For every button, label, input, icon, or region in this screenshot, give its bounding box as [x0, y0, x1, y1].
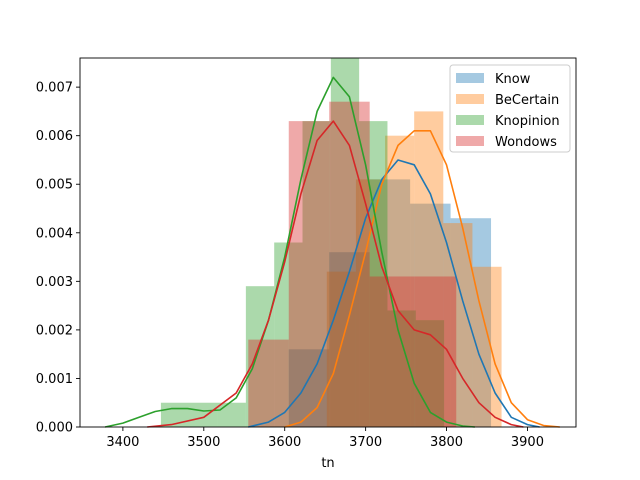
becertain-histogram-bar: [385, 135, 415, 427]
x-tick-label: 3900: [511, 435, 544, 450]
wondows-histogram-bar: [414, 276, 457, 427]
y-tick-label: 0.007: [36, 81, 73, 96]
becertain-histogram-bar: [414, 111, 444, 427]
know-histogram-bar: [329, 252, 370, 427]
x-tick-label: 3700: [349, 435, 382, 450]
becertain-histogram-bar: [443, 223, 473, 427]
becertain-kde-line: [284, 130, 560, 428]
histogram-bars: [160, 58, 502, 428]
legend-label-wondows: Wondows: [495, 135, 557, 150]
knopinion-histogram-bar: [387, 310, 416, 427]
legend-box: [449, 64, 571, 153]
knopinion-histogram-bar: [245, 286, 275, 427]
legend-label-know: Know: [495, 72, 531, 87]
wondows-histogram-bar: [248, 339, 289, 427]
y-tick-label: 0.000: [36, 421, 73, 436]
x-tick-label: 3600: [268, 435, 301, 450]
legend-swatch-becertain: [456, 94, 484, 104]
wondows-kde-line: [147, 120, 524, 428]
wondows-histogram-bar: [288, 121, 330, 428]
legend-swatch-wondows: [456, 136, 484, 146]
axes: 3400 3500 3600 3700 3800 3900 0.000 0.001 0.002 0…: [36, 57, 577, 471]
legend-label-knopinion: Knopinion: [495, 114, 560, 129]
knopinion-histogram-bar: [359, 121, 388, 428]
knopinion-histogram-bar: [160, 402, 218, 427]
plot-frame: [79, 57, 577, 428]
legend-label-becertain: BeCertain: [495, 93, 559, 108]
knopinion-kde-line: [104, 76, 475, 428]
y-tick-label: 0.003: [36, 275, 73, 290]
y-tick-label: 0.005: [36, 178, 73, 193]
x-tick-label: 3500: [187, 435, 220, 450]
y-tick-label: 0.001: [36, 372, 73, 387]
kde-curves: [104, 76, 560, 428]
know-kde-line: [248, 159, 540, 428]
x-tick-label: 3400: [106, 435, 139, 450]
legend-swatch-knopinion: [456, 115, 484, 125]
legend-swatch-know: [456, 73, 484, 83]
knopinion-histogram-bar: [415, 320, 445, 427]
x-axis-label: tn: [321, 456, 334, 471]
legend: Know BeCertain Knopinion Wondows: [449, 64, 571, 153]
y-tick-label: 0.004: [36, 226, 73, 241]
know-histogram-bar: [410, 203, 451, 427]
x-tick-label: 3800: [430, 435, 463, 450]
wondows-histogram-bar: [329, 101, 370, 428]
y-tick-label: 0.006: [36, 129, 73, 144]
knopinion-histogram-bar: [217, 402, 246, 427]
y-tick-label: 0.002: [36, 323, 73, 338]
